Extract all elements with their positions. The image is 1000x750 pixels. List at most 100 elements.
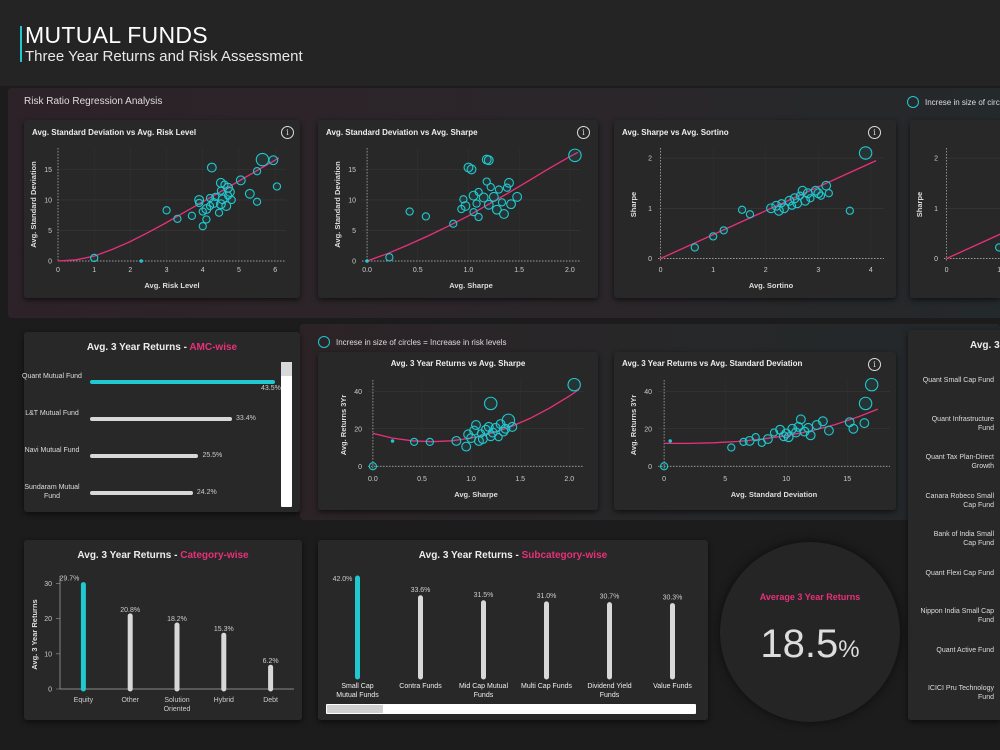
chart-title: Avg. 3 Year Returns vs Avg. Sharpe xyxy=(390,359,526,368)
info-icon[interactable]: i xyxy=(577,126,590,139)
data-point xyxy=(187,211,197,220)
data-point xyxy=(845,206,854,215)
data-point xyxy=(859,418,870,429)
kpi-number: 18.5 xyxy=(760,622,839,666)
title-accent-bar xyxy=(20,26,22,62)
info-icon[interactable]: i xyxy=(868,126,881,139)
y-axis-title: Avg. 3 Year Returns xyxy=(30,599,39,669)
data-point xyxy=(385,253,394,262)
data-point xyxy=(567,377,581,392)
data-point xyxy=(858,396,873,411)
data-point xyxy=(864,377,879,392)
x-tick-label: 4 xyxy=(869,267,873,274)
data-point xyxy=(803,422,814,433)
data-point xyxy=(471,420,481,430)
data-point xyxy=(390,439,395,443)
amc-row-label: Quant Mutual Fund xyxy=(22,373,82,380)
regression-line xyxy=(372,388,580,443)
y-axis-title: Sharpe xyxy=(915,192,924,217)
data-point xyxy=(668,439,672,443)
data-point xyxy=(490,422,501,433)
x-tick-label: 3 xyxy=(816,267,820,274)
data-point xyxy=(255,152,270,167)
data-point xyxy=(252,197,262,206)
data-point xyxy=(449,219,458,228)
card-right-partial: Avg. 3 xyxy=(908,330,1000,720)
amc-value-label: 43.5% xyxy=(261,385,281,392)
bar-value-label: 31.5% xyxy=(474,592,494,599)
x-tick-label: 0.0 xyxy=(368,476,378,483)
x-tick-label: Contra Funds xyxy=(399,683,442,690)
right-panel-row-label: Quant Active Fund xyxy=(936,646,994,654)
y-tick-label: 15 xyxy=(348,167,356,174)
data-point xyxy=(469,207,478,217)
x-tick-label: Equity xyxy=(74,697,94,704)
chart-ret-sd: 0 20 40 0 5 10 15 Avg. Standard Deviation Avg. R… xyxy=(629,377,890,499)
bar-value-label: 30.3% xyxy=(663,595,683,602)
y-tick-label: 5 xyxy=(48,228,52,235)
data-point xyxy=(719,226,728,235)
chart-title: Avg. Standard Deviation vs Avg. Sharpe xyxy=(326,128,478,137)
header: MUTUAL FUNDS Three Year Returns and Risk… xyxy=(0,0,1000,86)
data-point xyxy=(795,414,806,425)
subcategory-scrollbar[interactable] xyxy=(326,704,696,714)
info-icon[interactable]: i xyxy=(868,358,881,371)
amc-bar[interactable] xyxy=(90,417,233,421)
y-tick-label: 10 xyxy=(44,197,52,204)
x-tick-label: 1.5 xyxy=(514,267,524,274)
subcategory-scroll-thumb[interactable] xyxy=(327,705,383,713)
data-point xyxy=(568,148,582,163)
data-point xyxy=(806,194,815,203)
right-panel-row-label: Canara Robeco Small Cap Fund xyxy=(925,492,994,509)
y-tick-label: 40 xyxy=(644,389,652,396)
amc-scroll-thumb[interactable] xyxy=(281,362,292,376)
x-tick-label: 15 xyxy=(843,476,851,483)
data-point xyxy=(194,198,204,208)
bar-value-label: 18.2% xyxy=(167,616,187,623)
page-subtitle: Three Year Returns and Risk Assessment xyxy=(25,48,303,65)
data-point xyxy=(762,434,773,445)
data-point xyxy=(494,185,504,194)
data-point xyxy=(252,167,262,176)
card-sd-risk: Avg. Standard Deviation vs Avg. Risk Lev… xyxy=(24,120,300,298)
y-tick-label: 0 xyxy=(352,259,356,266)
data-point xyxy=(202,215,211,224)
y-tick-label: 1 xyxy=(934,206,938,213)
card-ret-sd: Avg. 3 Year Returns vs Avg. Standard Dev… xyxy=(614,352,896,510)
data-point xyxy=(268,155,279,166)
x-tick-label: 1 xyxy=(92,267,96,274)
x-tick-label: 2.0 xyxy=(565,267,575,274)
data-point xyxy=(198,222,207,231)
x-tick-label: 0.5 xyxy=(417,476,427,483)
data-point xyxy=(779,203,790,214)
bar-value-label: 33.6% xyxy=(411,587,431,594)
data-point xyxy=(709,232,718,241)
data-point xyxy=(425,437,435,447)
y-tick-label: 0 xyxy=(358,464,362,471)
amc-bar[interactable] xyxy=(90,454,199,458)
data-point xyxy=(745,210,755,219)
amc-bar[interactable] xyxy=(90,380,275,384)
kpi-value: 18.5% xyxy=(720,622,900,667)
card-ret-sharpe: Avg. 3 Year Returns vs Avg. Sharpe 0 20 40… xyxy=(318,352,598,510)
right-panel-row-label: ICICI Pru Technology Fund xyxy=(927,685,994,701)
category-title-prefix: Avg. 3 Year Returns - xyxy=(77,550,181,561)
right-panel-row-label: Quant Flexi Cap Fund xyxy=(925,569,994,577)
data-point xyxy=(690,243,699,252)
data-point xyxy=(215,177,226,188)
category-title: Avg. 3 Year Returns - Category-wise xyxy=(24,550,302,561)
subcategory-title: Avg. 3 Year Returns - Subcategory-wise xyxy=(318,550,708,561)
chart-category: 0 10 20 30 29.7% Equity 20.8% Other 18.2% Solutio… xyxy=(30,576,294,713)
data-point xyxy=(504,177,514,188)
data-point xyxy=(817,416,828,427)
y-tick-label: 20 xyxy=(354,426,362,433)
card-category-wise: Avg. 3 Year Returns - Category-wise 0 10 2… xyxy=(24,540,302,720)
regression-line xyxy=(660,160,877,260)
x-axis-title: Avg. Sortino xyxy=(749,281,794,290)
info-icon[interactable]: i xyxy=(281,126,294,139)
right-panel-title: Avg. 3 xyxy=(970,340,1000,351)
chart-ret-sharpe: 0 20 40 0.0 0.5 1.0 1.5 2.0 Avg. Sharpe Avg. Retu… xyxy=(339,377,584,499)
amc-bar[interactable] xyxy=(90,491,193,495)
kpi-unit: % xyxy=(838,636,860,663)
amc-scrollbar[interactable] xyxy=(281,362,292,507)
